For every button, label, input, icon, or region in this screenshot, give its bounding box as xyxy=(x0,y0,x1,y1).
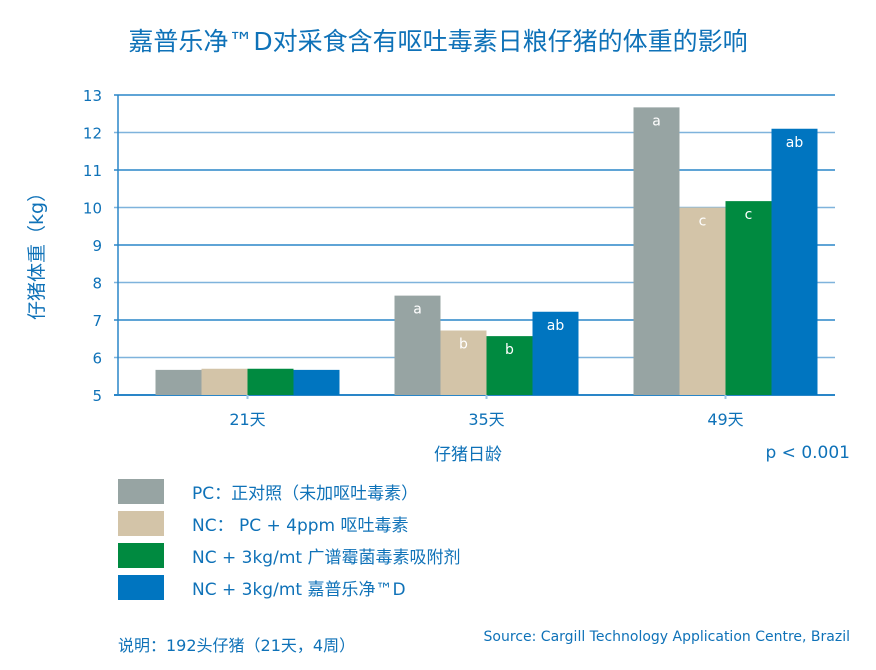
bar xyxy=(247,368,294,395)
chart-title: 嘉普乐净™D对采食含有呕吐毒素日粮仔猪的体重的影响 xyxy=(128,27,748,56)
legend-swatch xyxy=(118,478,164,504)
bar xyxy=(440,330,487,395)
legend-item: NC + 3kg/mt 广谱霉菌毒素吸附剂 xyxy=(118,539,460,571)
legend: PC：正对照（未加呕吐毒素） NC： PC + 4ppm 呕吐毒素 NC + 3… xyxy=(118,475,460,603)
bar xyxy=(532,311,579,395)
legend-swatch xyxy=(118,542,164,568)
y-tick-label: 12 xyxy=(83,125,102,143)
bar xyxy=(486,336,533,395)
y-tick-label: 9 xyxy=(92,237,102,255)
x-axis-label: 仔猪日龄 xyxy=(434,445,502,465)
bar xyxy=(633,107,680,395)
source-note: Source: Cargill Technology Application C… xyxy=(483,629,850,645)
legend-label: NC + 3kg/mt 广谱霉菌毒素吸附剂 xyxy=(192,547,461,568)
x-tick-label: 35天 xyxy=(468,410,504,429)
bar-data-label: ab xyxy=(547,318,565,334)
bar-data-label: c xyxy=(699,214,707,230)
p-value-annotation: p < 0.001 xyxy=(765,443,850,463)
legend-label: NC + 3kg/mt 嘉普乐净™D xyxy=(192,579,406,600)
y-tick-label: 11 xyxy=(83,162,102,180)
bar-data-label: a xyxy=(652,113,661,129)
legend-item: NC + 3kg/mt 嘉普乐净™D xyxy=(118,571,460,603)
legend-item: NC： PC + 4ppm 呕吐毒素 xyxy=(118,507,460,539)
bar xyxy=(394,295,441,395)
y-tick-label: 7 xyxy=(92,312,102,330)
bar-data-label: c xyxy=(745,207,753,223)
bar-data-label: a xyxy=(413,302,422,318)
legend-label: NC： PC + 4ppm 呕吐毒素 xyxy=(192,515,409,536)
bar-data-label: ab xyxy=(786,135,804,151)
y-tick-label: 10 xyxy=(83,200,102,218)
bar xyxy=(725,201,772,395)
y-tick-label: 6 xyxy=(92,350,102,368)
bar xyxy=(679,207,726,395)
bar xyxy=(155,369,202,395)
legend-swatch xyxy=(118,510,164,536)
footnote: 说明：192头仔猪（21天，4周） xyxy=(118,636,356,655)
bar-data-label: b xyxy=(459,337,468,353)
x-tick-label: 21天 xyxy=(229,410,265,429)
y-tick-label: 8 xyxy=(92,275,102,293)
bar xyxy=(771,128,818,395)
bar xyxy=(201,368,248,395)
legend-item: PC：正对照（未加呕吐毒素） xyxy=(118,475,460,507)
x-tick-label: 49天 xyxy=(707,410,743,429)
bar-data-label: b xyxy=(505,342,514,358)
bar xyxy=(293,369,340,395)
y-tick-label: 13 xyxy=(83,87,102,105)
legend-swatch xyxy=(118,574,164,600)
legend-label: PC：正对照（未加呕吐毒素） xyxy=(192,483,419,504)
y-tick-label: 5 xyxy=(92,387,102,405)
